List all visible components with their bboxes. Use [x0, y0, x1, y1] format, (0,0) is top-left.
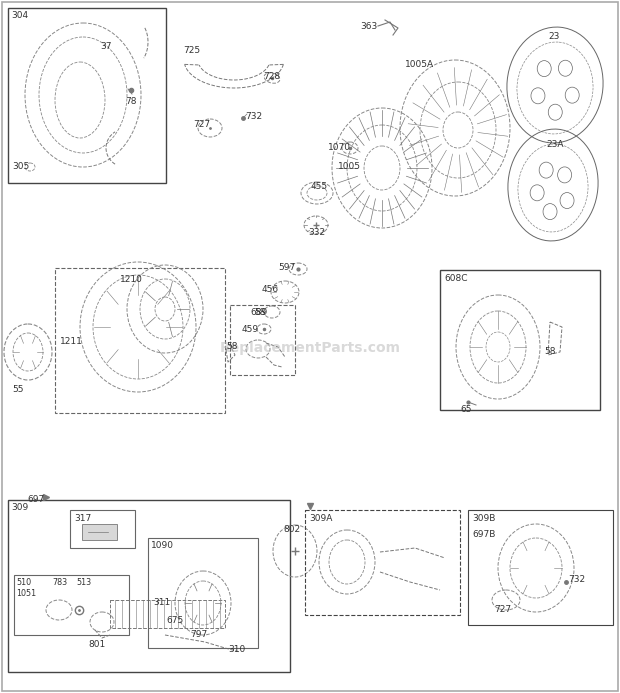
Text: 23: 23 [548, 32, 559, 41]
Text: 78: 78 [125, 97, 136, 106]
Text: 55: 55 [12, 385, 24, 394]
Text: 317: 317 [74, 514, 91, 523]
Text: 58: 58 [544, 347, 556, 356]
Text: 309B: 309B [472, 514, 495, 523]
Text: 311: 311 [153, 598, 170, 607]
Text: 783: 783 [52, 578, 67, 587]
Text: 597: 597 [278, 263, 295, 272]
Text: 1070: 1070 [328, 143, 351, 152]
Bar [14, 575, 129, 635]
Text: 309: 309 [11, 503, 29, 512]
Bar [305, 510, 460, 615]
Text: 513: 513 [76, 578, 91, 587]
Text: 675: 675 [166, 616, 184, 625]
Bar [148, 538, 258, 648]
Bar [468, 510, 613, 625]
Text: 310: 310 [228, 645, 246, 654]
Text: 363: 363 [360, 22, 377, 31]
Text: 802: 802 [283, 525, 300, 534]
Text: 1005A: 1005A [405, 60, 434, 69]
Text: 697: 697 [27, 495, 44, 504]
Bar [55, 268, 225, 413]
Text: 1211: 1211 [60, 337, 83, 346]
Bar [70, 510, 135, 548]
Text: 608C: 608C [444, 274, 467, 283]
Bar [230, 305, 295, 375]
Text: 727: 727 [193, 120, 210, 129]
Text: 304: 304 [11, 11, 28, 20]
Text: 725: 725 [183, 46, 200, 55]
Text: 459: 459 [242, 325, 259, 334]
Text: 797: 797 [190, 630, 207, 639]
Text: 1090: 1090 [151, 541, 174, 550]
Text: 801: 801 [88, 640, 105, 649]
Text: 732: 732 [245, 112, 262, 121]
Text: 23A: 23A [546, 140, 564, 149]
Text: 728: 728 [263, 72, 280, 81]
Text: 456: 456 [262, 285, 279, 294]
Text: 1051: 1051 [16, 589, 36, 598]
Text: 58: 58 [226, 342, 237, 351]
Text: 727: 727 [494, 605, 511, 614]
Text: 1005: 1005 [338, 162, 361, 171]
Text: 309A: 309A [309, 514, 332, 523]
Text: 332: 332 [308, 228, 325, 237]
Text: 65: 65 [460, 405, 471, 414]
Bar [8, 8, 166, 183]
Text: 510: 510 [16, 578, 31, 587]
Text: 732: 732 [568, 575, 585, 584]
Bar [8, 500, 290, 672]
FancyBboxPatch shape [82, 524, 117, 540]
Text: 697B: 697B [472, 530, 495, 539]
Text: 58: 58 [254, 308, 265, 317]
Text: 689: 689 [250, 308, 267, 317]
Text: 455: 455 [311, 182, 328, 191]
Text: ReplacementParts.com: ReplacementParts.com [219, 341, 401, 355]
Text: 305: 305 [12, 162, 29, 171]
Text: 37: 37 [100, 42, 112, 51]
Bar [440, 270, 600, 410]
Text: 1210: 1210 [120, 275, 143, 284]
